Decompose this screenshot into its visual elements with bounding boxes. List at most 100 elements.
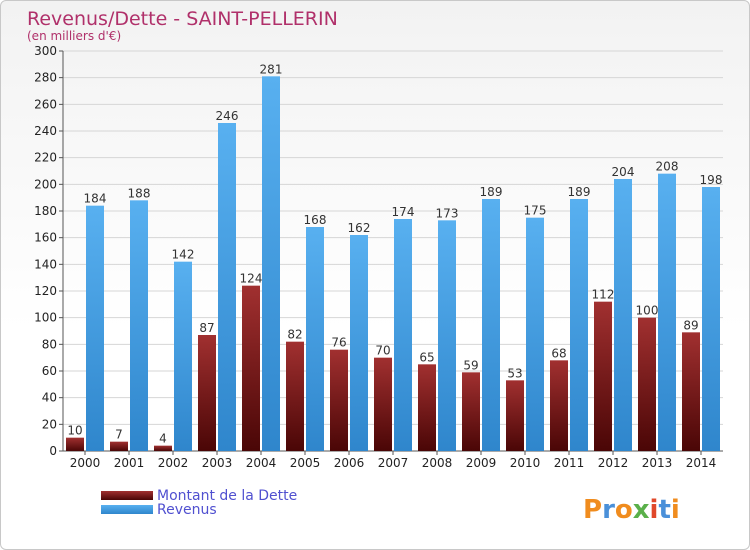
x-tick-label: 2009 xyxy=(466,456,497,470)
logo-text: Proxiti xyxy=(583,495,680,525)
debt-value-label: 59 xyxy=(463,358,478,372)
revenue-value-label: 189 xyxy=(480,185,503,199)
x-tick-label: 2006 xyxy=(334,456,365,470)
revenue-bar xyxy=(394,219,412,451)
y-tick-label: 260 xyxy=(34,97,57,111)
x-tick-label: 2000 xyxy=(70,456,101,470)
revenue-bar xyxy=(86,205,104,451)
revenue-bar xyxy=(218,123,236,451)
y-tick-label: 60 xyxy=(42,364,57,378)
debt-value-label: 7 xyxy=(115,428,123,442)
revenue-bar xyxy=(350,235,368,451)
debt-value-label: 112 xyxy=(592,288,615,302)
y-tick-label: 40 xyxy=(42,391,57,405)
revenue-value-label: 184 xyxy=(84,192,107,206)
debt-bar xyxy=(330,349,348,451)
legend-swatch xyxy=(101,491,153,500)
revenue-value-label: 173 xyxy=(436,206,459,220)
y-tick-label: 280 xyxy=(34,71,57,85)
revenue-value-label: 281 xyxy=(260,62,283,76)
y-tick-label: 100 xyxy=(34,311,57,325)
revenue-value-label: 198 xyxy=(700,173,723,187)
debt-bar xyxy=(682,332,700,451)
debt-value-label: 68 xyxy=(551,346,566,360)
x-axis-ticks: 2000 2001 2002 2003 2004 2005 2006 2007 2008 2009… xyxy=(70,451,717,470)
debt-bar xyxy=(374,357,392,451)
x-tick-label: 2014 xyxy=(686,456,717,470)
revenue-bar xyxy=(306,227,324,451)
debt-bar xyxy=(594,301,612,451)
revenue-value-label: 188 xyxy=(128,186,151,200)
proxiti-logo: Proxiti xyxy=(583,495,680,525)
debt-value-label: 124 xyxy=(240,272,263,286)
revenue-value-label: 208 xyxy=(656,160,679,174)
revenue-value-label: 142 xyxy=(172,248,195,262)
x-tick-label: 2004 xyxy=(246,456,277,470)
y-tick-label: 80 xyxy=(42,337,57,351)
revenue-value-label: 175 xyxy=(524,204,547,218)
legend-swatch xyxy=(101,505,153,514)
revenue-value-label: 174 xyxy=(392,205,415,219)
y-tick-label: 160 xyxy=(34,231,57,245)
revenue-bar xyxy=(262,76,280,451)
debt-bar xyxy=(110,441,128,451)
x-tick-label: 2012 xyxy=(598,456,629,470)
revenue-value-label: 204 xyxy=(612,165,635,179)
debt-value-label: 100 xyxy=(636,304,659,318)
y-tick-label: 0 xyxy=(49,444,57,458)
revenue-value-label: 162 xyxy=(348,221,371,235)
revenue-bar xyxy=(614,179,632,451)
debt-bar xyxy=(286,341,304,451)
debt-bar xyxy=(550,360,568,451)
y-tick-label: 240 xyxy=(34,124,57,138)
y-tick-label: 300 xyxy=(34,44,57,58)
x-tick-label: 2007 xyxy=(378,456,409,470)
y-tick-label: 120 xyxy=(34,284,57,298)
debt-value-label: 70 xyxy=(375,344,390,358)
y-tick-label: 20 xyxy=(42,417,57,431)
x-tick-label: 2013 xyxy=(642,456,673,470)
revenue-bar xyxy=(526,217,544,451)
revenue-bar xyxy=(570,199,588,451)
y-tick-label: 220 xyxy=(34,151,57,165)
debt-value-label: 82 xyxy=(287,328,302,342)
grid xyxy=(59,50,723,452)
revenue-value-label: 189 xyxy=(568,185,591,199)
debt-value-label: 53 xyxy=(507,366,522,380)
revenue-value-label: 246 xyxy=(216,109,239,123)
debt-value-label: 4 xyxy=(159,432,167,446)
chart-subtitle: (en milliers d'€) xyxy=(27,29,121,43)
revenue-bar xyxy=(438,220,456,451)
debt-bar xyxy=(638,317,656,451)
revenue-bar xyxy=(130,200,148,451)
debt-value-label: 76 xyxy=(331,336,346,350)
value-labels: 10 184 7 188 4 142 87 246 124 281 82 168 76 162 70 174 6… xyxy=(67,62,722,445)
y-tick-label: 180 xyxy=(34,204,57,218)
debt-bar xyxy=(506,380,524,451)
x-tick-label: 2002 xyxy=(158,456,189,470)
debt-bar xyxy=(462,372,480,451)
debt-bar xyxy=(66,437,84,451)
debt-value-label: 89 xyxy=(683,318,698,332)
debt-bar xyxy=(242,285,260,451)
revenue-bar xyxy=(482,199,500,451)
debt-bar xyxy=(418,364,436,451)
legend-label: Montant de la Dette xyxy=(157,488,297,504)
revenue-bar xyxy=(658,173,676,451)
x-tick-label: 2003 xyxy=(202,456,233,470)
debt-bar xyxy=(154,445,172,451)
x-tick-label: 2011 xyxy=(554,456,585,470)
bars xyxy=(66,76,720,451)
revenue-bar xyxy=(174,261,192,451)
debt-bar xyxy=(198,335,216,451)
x-tick-label: 2001 xyxy=(114,456,145,470)
debt-value-label: 87 xyxy=(199,321,214,335)
x-tick-label: 2010 xyxy=(510,456,541,470)
debt-value-label: 10 xyxy=(67,424,82,438)
revenue-bar xyxy=(702,187,720,451)
x-tick-label: 2008 xyxy=(422,456,453,470)
x-tick-label: 2005 xyxy=(290,456,321,470)
